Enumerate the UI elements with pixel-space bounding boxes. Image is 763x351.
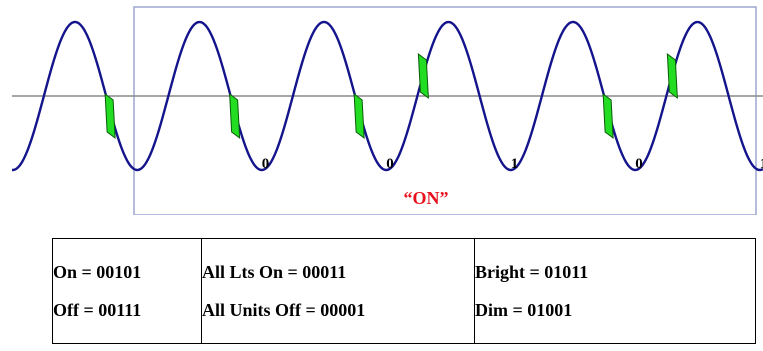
- bit-label: 0: [635, 156, 643, 172]
- bit-label: 0: [262, 156, 270, 172]
- bit-label: 0: [386, 156, 394, 172]
- codes-row: On = 00101 Off = 00111 All Lts On = 0001…: [52, 238, 756, 344]
- signal-burst: [353, 92, 365, 140]
- frame-box: [133, 6, 757, 215]
- signal-bursts: [104, 52, 678, 140]
- codes-column-1: On = 00101 Off = 00111: [52, 238, 202, 344]
- command-codes-table: On = 00101 Off = 00111 All Lts On = 0001…: [52, 238, 756, 344]
- codes-column-3: Bright = 01011 Dim = 01001: [474, 238, 756, 344]
- sine-wave: [11, 20, 763, 172]
- code-all-units-off: All Units Off = 00001: [202, 300, 366, 320]
- codes-column-2: All Lts On = 00011 All Units Off = 00001: [201, 238, 475, 344]
- signal-burst: [229, 92, 241, 140]
- code-dim: Dim = 01001: [475, 300, 573, 320]
- bit-label: 1: [760, 156, 763, 172]
- bit-labels: 0 0 1 0 1: [262, 156, 763, 172]
- sync-burst: [104, 92, 116, 140]
- signal-burst: [602, 92, 614, 140]
- signal-burst: [666, 52, 678, 100]
- state-label: “ON”: [404, 188, 449, 208]
- code-on: On = 00101: [53, 262, 142, 282]
- bit-label: 1: [511, 156, 519, 172]
- code-off: Off = 00111: [53, 300, 142, 320]
- x10-signal-diagram: 0 0 1 0 1 “ON”: [11, 6, 763, 215]
- signal-burst: [417, 52, 429, 100]
- code-bright: Bright = 01011: [475, 262, 589, 282]
- code-all-lights-on: All Lts On = 00011: [202, 262, 347, 282]
